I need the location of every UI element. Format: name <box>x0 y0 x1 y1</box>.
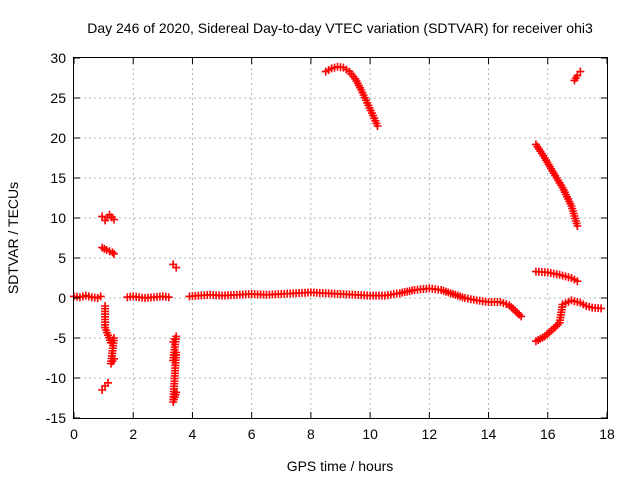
data-point <box>104 378 113 387</box>
data-point <box>108 248 117 257</box>
y-tick-label: 25 <box>50 90 66 106</box>
y-tick-label: -10 <box>46 370 66 386</box>
data-point <box>517 312 526 321</box>
data-point <box>573 298 582 306</box>
grid <box>74 58 607 418</box>
plot-frame <box>73 57 608 419</box>
data-point <box>373 122 382 130</box>
data-point <box>96 292 105 301</box>
y-tick-label: 20 <box>50 130 66 146</box>
data-point <box>109 354 118 363</box>
chart-title: Day 246 of 2020, Sidereal Day-to-day VTE… <box>87 20 593 36</box>
x-tick-label: 0 <box>70 426 78 442</box>
data-point <box>109 250 118 258</box>
data-point <box>573 222 582 230</box>
x-axis-title: GPS time / hours <box>287 458 394 474</box>
y-tick-label: 0 <box>58 290 66 306</box>
x-tick-label: 14 <box>481 426 497 442</box>
x-tick-label: 4 <box>189 426 197 442</box>
data-point <box>164 293 173 302</box>
y-tick-label: 15 <box>50 170 66 186</box>
data-point <box>509 304 518 313</box>
data-point <box>172 263 181 272</box>
y-tick-label: -5 <box>54 330 67 346</box>
data-point <box>597 304 606 313</box>
data-point <box>513 308 522 317</box>
x-tick-label: 2 <box>129 426 137 442</box>
x-tick-label: 10 <box>362 426 378 442</box>
y-axis-title: SDTVAR / TECUs <box>5 182 21 294</box>
y-tick-label: -15 <box>46 410 66 426</box>
x-tick-label: 6 <box>248 426 256 442</box>
data-point <box>573 277 582 286</box>
data-point <box>515 310 524 319</box>
data-series <box>70 62 606 406</box>
y-tick-label: 30 <box>50 50 66 66</box>
x-tick-label: 12 <box>422 426 438 442</box>
y-tick-label: 10 <box>50 210 66 226</box>
axis-ticks: 0 2 4 6 8 10 12 14 16 18 -15 -10 -5 0 5 10 15 20 25 30 <box>46 50 615 442</box>
data-point <box>511 306 520 315</box>
y-tick-label: 5 <box>58 250 66 266</box>
x-tick-label: 8 <box>307 426 315 442</box>
data-point <box>576 67 585 76</box>
x-tick-label: 18 <box>599 426 615 442</box>
data-point <box>109 215 118 224</box>
data-point <box>551 322 560 331</box>
x-tick-label: 16 <box>540 426 556 442</box>
data-point <box>172 388 181 397</box>
